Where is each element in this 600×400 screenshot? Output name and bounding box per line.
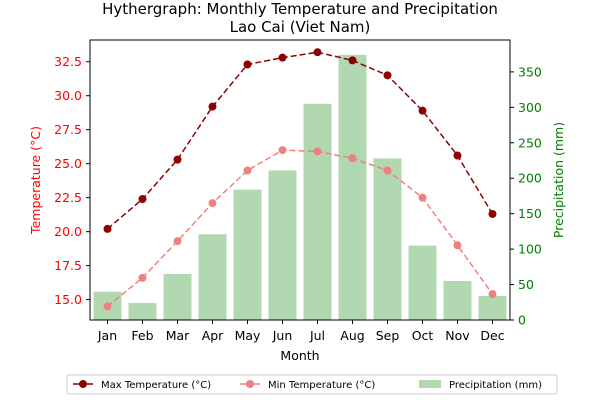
- legend-max-temp-label: Max Temperature (°C): [101, 380, 211, 391]
- y-right-tick-label: 50: [518, 277, 534, 292]
- plot-frame: [89, 39, 511, 321]
- chart-title-line1: Hythergraph: Monthly Temperature and Pre…: [102, 0, 498, 18]
- y-left-tick-label: 30.0: [54, 88, 82, 103]
- y-left-tick-label: 17.5: [54, 258, 82, 273]
- x-tick-label: Sep: [376, 328, 400, 343]
- precipitation-bars: [93, 54, 507, 320]
- x-tick-label: Nov: [445, 328, 470, 343]
- x-tick-label: Jul: [309, 328, 325, 343]
- axis-ticks: Jan Feb Mar Apr May Jun Jul Aug Sep Oct Nov Dec 15.0…: [54, 54, 542, 343]
- y-right-tick-label: 200: [518, 171, 542, 186]
- y-left-tick-label: 15.0: [54, 292, 82, 307]
- min-temp-point-nov: [453, 241, 462, 250]
- max-temp-point-apr: [208, 102, 217, 111]
- max-temp-point-nov: [453, 151, 462, 160]
- precip-bar-may: [233, 189, 262, 320]
- precip-bar-dec: [478, 295, 507, 320]
- min-temp-line: [107, 149, 494, 307]
- x-tick-label: Feb: [131, 328, 153, 343]
- min-temp-point-mar: [173, 237, 182, 246]
- min-temp-point-jul: [313, 147, 322, 156]
- x-tick-label: Jan: [97, 328, 117, 343]
- precip-bar-jul: [303, 103, 332, 320]
- min-temp-point-apr: [208, 199, 217, 208]
- legend-max-temp-marker: [79, 380, 87, 388]
- precip-bar-jun: [268, 170, 297, 320]
- max-temp-point-dec: [488, 209, 497, 218]
- max-temp-point-jul: [313, 48, 322, 57]
- y-left-axis-label: Temperature (°C): [28, 126, 43, 235]
- legend-precip-label: Precipitation (mm): [449, 380, 542, 391]
- chart-title-line2: Lao Cai (Viet Nam): [230, 18, 371, 36]
- min-temp-point-oct: [418, 193, 427, 202]
- max-temp-point-oct: [418, 106, 427, 115]
- y-left-tick-label: 32.5: [54, 54, 82, 69]
- max-temp-point-feb: [138, 195, 147, 204]
- precip-bar-sep: [373, 158, 402, 320]
- x-tick-label: Apr: [202, 328, 224, 343]
- y-right-tick-label: 350: [518, 64, 542, 79]
- legend: Max Temperature (°C) Min Temperature (°C…: [66, 374, 558, 395]
- precip-bar-apr: [198, 234, 227, 320]
- y-right-axis-label: Precipitation (mm): [551, 122, 566, 238]
- min-temp-point-may: [243, 166, 252, 175]
- temperature-lines: [103, 48, 497, 311]
- max-temp-point-aug: [348, 56, 357, 65]
- legend-precip-swatch: [419, 380, 441, 388]
- x-tick-label: May: [235, 328, 261, 343]
- y-right-tick-label: 150: [518, 206, 542, 221]
- y-left-tick-label: 25.0: [54, 156, 82, 171]
- legend-box: [66, 374, 558, 395]
- x-tick-label: Jun: [272, 328, 293, 343]
- max-temp-point-mar: [173, 155, 182, 164]
- x-tick-label: Oct: [412, 328, 434, 343]
- max-temp-point-may: [243, 60, 252, 69]
- max-temp-point-jun: [278, 53, 287, 62]
- x-axis-label: Month: [280, 348, 319, 363]
- min-temp-point-aug: [348, 154, 357, 163]
- precip-bar-aug: [338, 54, 367, 320]
- legend-min-temp-label: Min Temperature (°C): [268, 380, 375, 391]
- min-temp-point-jun: [278, 146, 287, 155]
- y-left-tick-label: 27.5: [54, 122, 82, 137]
- min-temp-point-jan: [103, 302, 112, 311]
- precip-bar-nov: [443, 281, 472, 320]
- x-tick-label: Dec: [480, 328, 504, 343]
- precip-bar-mar: [163, 273, 192, 320]
- max-temp-line: [107, 51, 494, 230]
- min-temp-point-dec: [488, 290, 497, 299]
- min-temp-point-sep: [383, 166, 392, 175]
- x-tick-label: Aug: [340, 328, 364, 343]
- y-right-tick-label: 250: [518, 135, 542, 150]
- x-tick-label: Mar: [166, 328, 190, 343]
- precip-bar-oct: [408, 245, 437, 320]
- min-temp-point-feb: [138, 273, 147, 282]
- y-left-tick-label: 22.5: [54, 190, 82, 205]
- y-right-tick-label: 0: [518, 313, 526, 328]
- y-right-tick-label: 300: [518, 100, 542, 115]
- y-left-tick-label: 20.0: [54, 224, 82, 239]
- max-temp-point-sep: [383, 71, 392, 80]
- max-temp-point-jan: [103, 224, 112, 233]
- precip-bar-feb: [128, 302, 157, 320]
- legend-min-temp-marker: [246, 380, 254, 388]
- y-right-tick-label: 100: [518, 242, 542, 257]
